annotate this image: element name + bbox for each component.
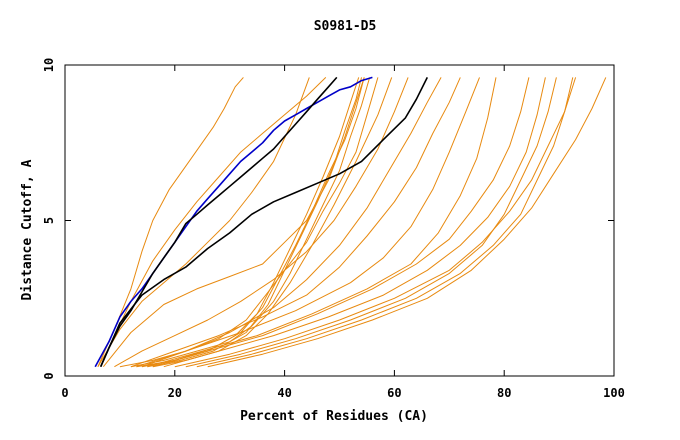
series-line-orange-15 — [147, 77, 497, 368]
chart-title: S0981-D5 — [314, 19, 377, 34]
x-tick-label: 60 — [387, 386, 401, 400]
series-line-orange-06 — [130, 77, 371, 368]
x-tick-label: 100 — [603, 386, 625, 400]
series-line-orange-19 — [196, 77, 574, 368]
series-line-orange-13 — [130, 77, 461, 368]
series-line-orange-21 — [207, 77, 607, 368]
series-line-orange-18 — [185, 77, 557, 368]
series-line-orange-16 — [152, 77, 530, 368]
x-tick-label: 20 — [168, 386, 182, 400]
x-tick-label: 40 — [277, 386, 291, 400]
x-tick-label: 0 — [61, 386, 68, 400]
series-line-black-2 — [99, 77, 429, 368]
axis-layer: 0 20 40 60 80 100 0 5 10 — [42, 58, 625, 400]
series-line-orange-03 — [100, 77, 327, 367]
plot-frame — [64, 64, 615, 377]
series-line-orange-01 — [97, 77, 244, 367]
series-line-orange-14 — [136, 77, 480, 368]
series-line-orange-17 — [163, 77, 546, 368]
series-line-orange-02 — [97, 77, 310, 367]
y-tick-label: 5 — [42, 217, 56, 224]
y-tick-label: 10 — [42, 58, 56, 72]
y-axis-label: Distance Cutoff, A — [20, 159, 35, 300]
series-line-black-1 — [99, 76, 338, 368]
series-line-orange-20 — [174, 77, 577, 368]
series-line-orange-12 — [141, 77, 442, 368]
series-line-orange-08 — [141, 77, 360, 368]
y-tick-label: 0 — [42, 372, 56, 379]
series-layer — [94, 76, 607, 368]
x-axis-label: Percent of Residues (CA) — [240, 409, 428, 424]
series-line-blue — [94, 76, 373, 368]
series-line-orange-09 — [147, 77, 362, 368]
x-tick-label: 80 — [497, 386, 511, 400]
